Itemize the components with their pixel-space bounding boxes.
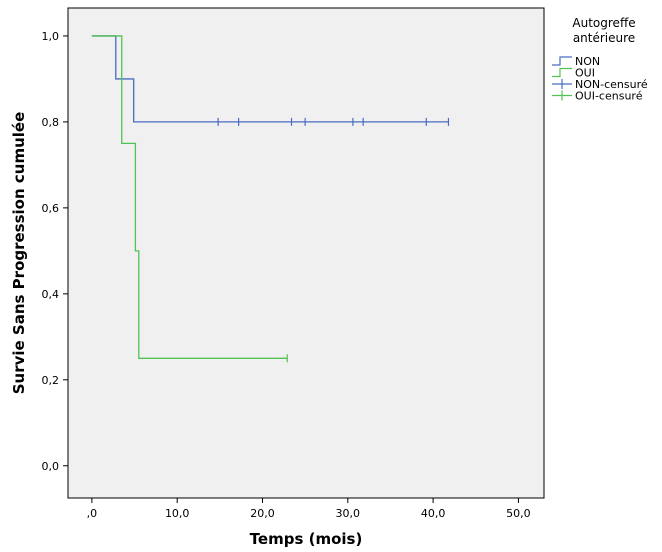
x-tick-label: 10,0 bbox=[165, 507, 190, 520]
y-tick-label: 0,4 bbox=[42, 288, 60, 301]
x-tick-label: 40,0 bbox=[421, 507, 446, 520]
legend-swatch-step bbox=[552, 67, 572, 78]
series-line-oui bbox=[91, 35, 288, 359]
x-axis-title: Temps (mois) bbox=[250, 530, 363, 548]
x-tick-label: 50,0 bbox=[506, 507, 531, 520]
x-tick-label: 30,0 bbox=[336, 507, 361, 520]
y-axis-ticks: 0,0 0,2 0,4 0,6 0,8 1,0 bbox=[42, 30, 68, 473]
legend-title-line-2: antérieure bbox=[573, 31, 635, 45]
legend-label: OUI-censuré bbox=[575, 90, 643, 103]
legend-label: OUI bbox=[575, 67, 595, 80]
y-tick-label: 1,0 bbox=[42, 30, 60, 43]
x-tick-label: ,0 bbox=[87, 507, 98, 520]
legend-title-line-1: Autogreffe bbox=[572, 16, 635, 30]
legend-swatch-step bbox=[552, 56, 572, 66]
legend-label: NON-censuré bbox=[575, 78, 648, 91]
y-axis-title: Survie Sans Progression cumulée bbox=[10, 112, 28, 395]
legend: Autogreffe antérieure NONOUINON-censuréO… bbox=[552, 16, 648, 103]
y-tick-label: 0,2 bbox=[42, 374, 60, 387]
y-tick-label: 0,8 bbox=[42, 116, 60, 129]
y-tick-label: 0,6 bbox=[42, 202, 60, 215]
x-axis-ticks: ,0 10,0 20,0 30,0 40,0 50,0 bbox=[87, 498, 531, 520]
legend-label: NON bbox=[575, 55, 600, 68]
y-tick-label: 0,0 bbox=[42, 460, 60, 473]
series-layer bbox=[91, 35, 450, 363]
plot-area bbox=[67, 7, 545, 499]
x-tick-label: 20,0 bbox=[250, 507, 275, 520]
